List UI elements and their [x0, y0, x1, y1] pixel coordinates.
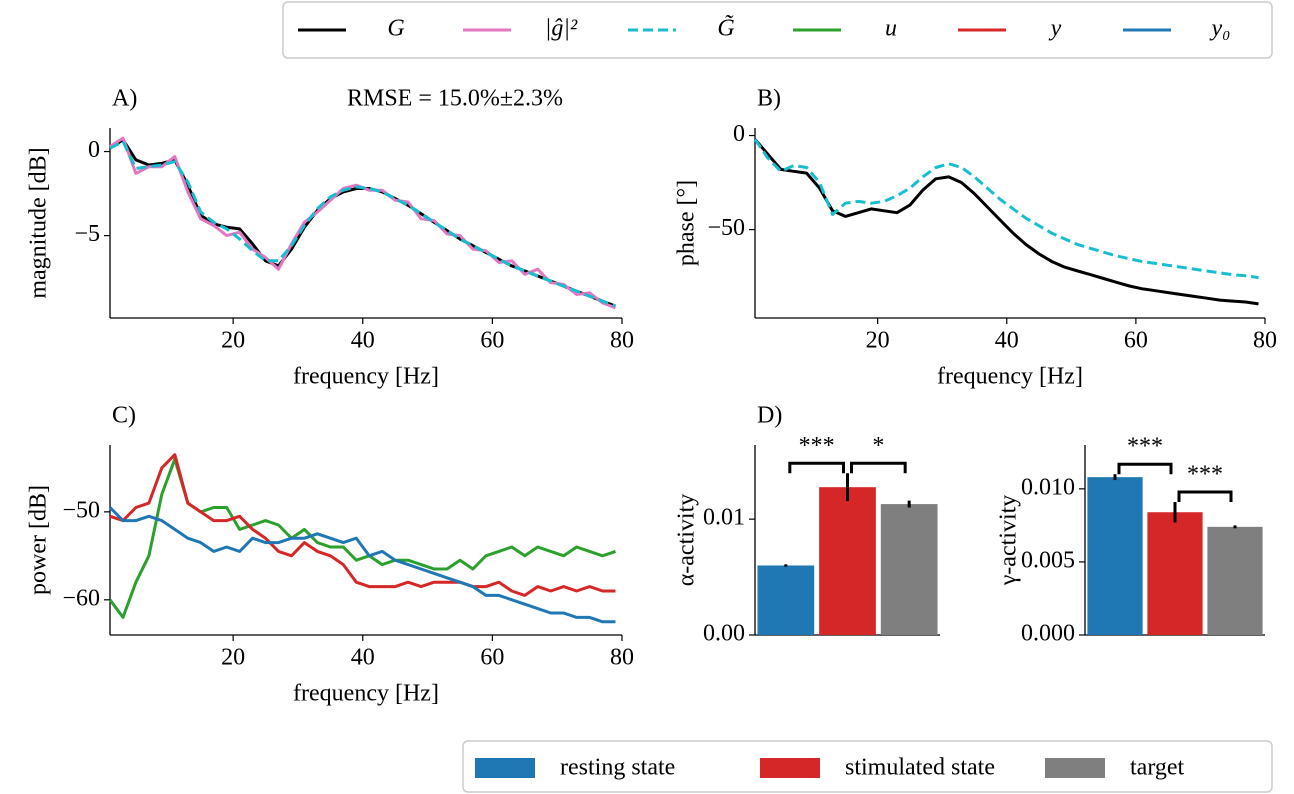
legend-label: |ĝ|² [545, 16, 578, 42]
y-tick-label: 0 [88, 137, 100, 163]
bottom-legend-box [462, 740, 1273, 793]
y-tick-label: 0.010 [1021, 474, 1075, 500]
legend-label: stimulated state [845, 755, 995, 781]
y-tick-label: 0.00 [703, 621, 745, 647]
legend-label: G [387, 16, 404, 42]
annotation: RMSE = 15.0%±2.3% [347, 86, 563, 112]
y-tick-label: 0.005 [1021, 547, 1075, 573]
y-axis-label: magnitude [dB] [26, 147, 52, 298]
bar [1147, 512, 1203, 635]
y-tick-label: −60 [62, 585, 100, 611]
bar [880, 504, 938, 635]
significance-label: *** [799, 433, 835, 459]
x-axis-label: frequency [Hz] [293, 681, 439, 707]
legend-label: y [1049, 16, 1062, 42]
panel-label: A) [112, 86, 137, 112]
legend-swatch [475, 758, 535, 778]
bar [757, 565, 815, 635]
x-tick-label: 40 [995, 328, 1019, 354]
legend-label: resting state [560, 755, 675, 781]
y-tick-label: −50 [62, 497, 100, 523]
x-tick-label: 60 [480, 645, 504, 671]
y-tick-label: 0.01 [703, 505, 745, 531]
panel-label: C) [112, 403, 136, 429]
panel-label: D) [757, 403, 782, 429]
bar [1087, 477, 1143, 635]
significance-bracket [788, 461, 845, 474]
series-line [109, 453, 616, 597]
series-line [108, 506, 616, 624]
series-line [109, 140, 617, 308]
x-tick-label: 60 [480, 328, 504, 354]
series-line [109, 138, 617, 308]
bar [1207, 526, 1263, 635]
x-axis-label: frequency [Hz] [937, 364, 1083, 390]
legend-label: u [885, 16, 897, 42]
x-tick-label: 40 [351, 645, 375, 671]
panel-label: B) [757, 86, 781, 112]
x-tick-label: 40 [351, 328, 375, 354]
y-tick-label: 0 [733, 121, 745, 147]
significance-bracket [850, 461, 907, 474]
x-tick-label: 20 [221, 328, 245, 354]
x-tick-label: 80 [1253, 328, 1277, 354]
significance-label: * [872, 433, 884, 459]
significance-label: *** [1187, 462, 1223, 488]
significance-label: *** [1127, 434, 1163, 460]
bar [819, 487, 876, 635]
significance-bracket [1117, 462, 1173, 475]
x-tick-label: 80 [610, 328, 634, 354]
x-axis-label: frequency [Hz] [293, 364, 439, 390]
significance-bracket [1177, 490, 1233, 502]
top-legend-box [282, 1, 1273, 59]
legend-label: y₀ [1210, 16, 1231, 42]
legend-label: target [1130, 755, 1185, 781]
y-axis-label: phase [°] [674, 180, 700, 266]
x-tick-label: 20 [866, 328, 890, 354]
series-line [753, 138, 1259, 306]
y-tick-label: −50 [707, 215, 745, 241]
legend-label: G̃ [717, 14, 734, 41]
y-axis-label: α-activity [674, 494, 700, 587]
y-tick-label: 0.000 [1021, 621, 1075, 647]
legend-swatch [1045, 758, 1105, 778]
series-line [109, 136, 617, 310]
x-tick-label: 80 [610, 645, 634, 671]
y-axis-label: γ-activity [996, 495, 1022, 587]
y-tick-label: −5 [74, 221, 100, 247]
x-tick-label: 20 [221, 645, 245, 671]
legend-swatch [760, 758, 820, 778]
x-tick-label: 60 [1124, 328, 1148, 354]
y-axis-label: power [dB] [26, 485, 52, 595]
